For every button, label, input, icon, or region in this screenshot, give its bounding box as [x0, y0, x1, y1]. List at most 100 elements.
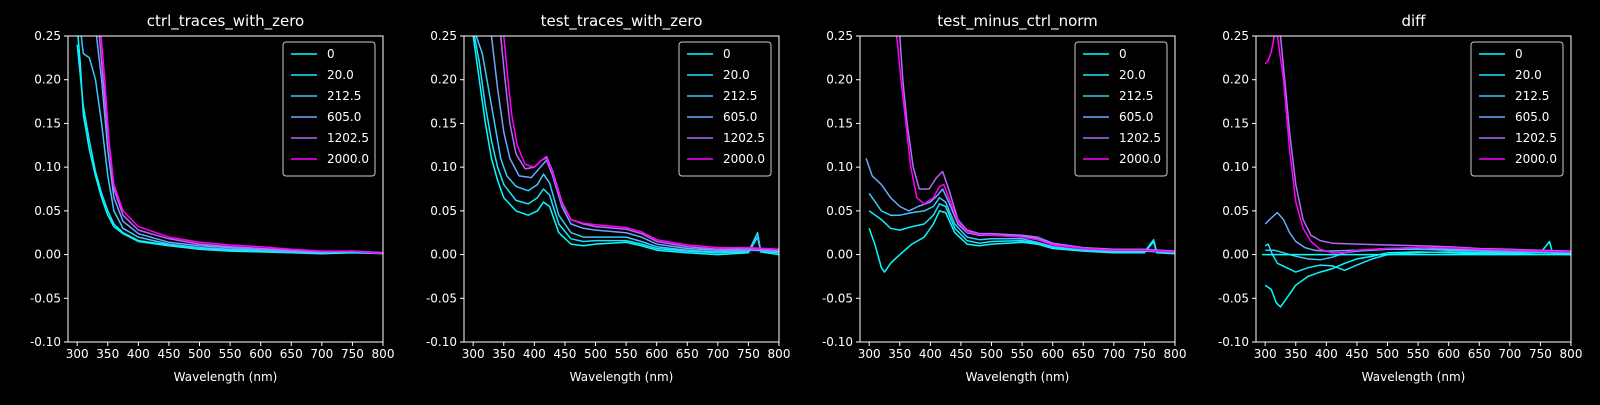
- chart-title: ctrl_traces_with_zero: [147, 12, 304, 31]
- legend-label: 2000.0: [1119, 152, 1161, 166]
- series-line-0: [868, 210, 1175, 273]
- legend: 0 20.0 212.5 605.0 1202.5 2000.0: [282, 41, 376, 177]
- x-tick-label: 650: [676, 347, 699, 361]
- plot-area: [1262, 36, 1571, 308]
- x-tick-label: 450: [1345, 347, 1368, 361]
- y-tick-label: 0.20: [34, 73, 61, 87]
- y-tick-label: -0.05: [822, 291, 853, 305]
- x-tick-label: 550: [219, 347, 242, 361]
- y-tick-label: 0.10: [826, 160, 853, 174]
- legend-label: 2000.0: [327, 152, 369, 166]
- legend-label: 0: [723, 47, 731, 61]
- y-tick-label: 0.25: [34, 29, 61, 43]
- x-tick-label: 400: [127, 347, 150, 361]
- chart-title: diff: [1401, 12, 1426, 30]
- legend-label: 212.5: [327, 89, 361, 103]
- x-tick-label: 450: [157, 347, 180, 361]
- y-tick-label: 0.15: [34, 116, 61, 130]
- series-line-2000.0: [895, 36, 1175, 253]
- x-tick-label: 600: [645, 347, 668, 361]
- y-tick-label: 0.05: [430, 204, 457, 218]
- x-tick-label: 750: [1529, 347, 1552, 361]
- x-tick-label: 350: [492, 347, 515, 361]
- x-tick-label: 400: [1315, 347, 1338, 361]
- x-tick-label: 650: [1468, 347, 1491, 361]
- y-tick-label: -0.10: [30, 335, 61, 349]
- y-tick-label: 0.15: [430, 116, 457, 130]
- x-axis-label: Wavelength (nm): [966, 370, 1070, 384]
- x-axis-label: Wavelength (nm): [1362, 370, 1466, 384]
- x-tick-label: 700: [310, 347, 333, 361]
- x-axis-label: Wavelength (nm): [174, 370, 278, 384]
- series-line-1202.5: [899, 36, 1175, 252]
- x-tick-label: 650: [280, 347, 303, 361]
- legend-label: 212.5: [1515, 89, 1549, 103]
- chart-title: test_traces_with_zero: [541, 12, 703, 31]
- x-tick-label: 550: [1011, 347, 1034, 361]
- y-tick-label: -0.10: [426, 335, 457, 349]
- series-line-0: [472, 36, 779, 256]
- series-line-2000.0: [100, 36, 383, 255]
- x-tick-label: 500: [188, 347, 211, 361]
- y-tick-label: 0.00: [1222, 248, 1249, 262]
- x-tick-label: 750: [737, 347, 760, 361]
- plot-area: [76, 36, 383, 255]
- axes-frame: [859, 35, 1176, 343]
- y-tick-label: 0.00: [34, 248, 61, 262]
- series-line-20.0: [473, 36, 779, 254]
- legend-label: 1202.5: [327, 131, 369, 145]
- axes-frame: [67, 35, 384, 343]
- x-tick-label: 800: [1560, 347, 1583, 361]
- y-tick-label: -0.05: [30, 291, 61, 305]
- y-tick-label: 0.15: [1222, 116, 1249, 130]
- series-line-20.0: [1264, 243, 1571, 273]
- x-tick-label: 350: [1284, 347, 1307, 361]
- x-tick-label: 400: [523, 347, 546, 361]
- series-line-2000.0: [1264, 36, 1571, 254]
- legend-label: 20.0: [327, 68, 354, 82]
- y-tick-label: 0.25: [1222, 29, 1249, 43]
- legend: 0 20.0 212.5 605.0 1202.5 2000.0: [1470, 41, 1564, 177]
- legend-label: 0: [327, 47, 335, 61]
- x-tick-label: 300: [462, 347, 485, 361]
- legend: 0 20.0 212.5 605.0 1202.5 2000.0: [1074, 41, 1168, 177]
- chart-panel-2: 300 350 400 450 500 550 600 650 700 750 800 -0.10 -0…: [426, 12, 791, 384]
- x-tick-label: 600: [1437, 347, 1460, 361]
- x-tick-label: 700: [1102, 347, 1125, 361]
- y-tick-label: 0.05: [1222, 204, 1249, 218]
- legend-label: 20.0: [1119, 68, 1146, 82]
- legend-label: 2000.0: [723, 152, 765, 166]
- y-tick-label: 0.10: [430, 160, 457, 174]
- y-tick-label: 0.05: [34, 204, 61, 218]
- x-tick-label: 450: [553, 347, 576, 361]
- plot-area: [472, 36, 779, 256]
- legend-label: 605.0: [723, 110, 757, 124]
- x-tick-label: 500: [584, 347, 607, 361]
- x-tick-label: 350: [888, 347, 911, 361]
- chart-panel-3: 300 350 400 450 500 550 600 650 700 750 800 -0.10 -0…: [822, 12, 1187, 384]
- x-tick-label: 300: [858, 347, 881, 361]
- plot-area: [865, 36, 1175, 273]
- legend-label: 20.0: [723, 68, 750, 82]
- series-line-2000.0: [503, 36, 779, 251]
- x-tick-label: 400: [919, 347, 942, 361]
- y-tick-label: 0.05: [826, 204, 853, 218]
- legend-label: 20.0: [1515, 68, 1542, 82]
- legend-label: 2000.0: [1515, 152, 1557, 166]
- legend-label: 605.0: [1119, 110, 1153, 124]
- x-tick-label: 500: [980, 347, 1003, 361]
- y-tick-label: 0.20: [1222, 73, 1249, 87]
- y-tick-label: -0.05: [426, 291, 457, 305]
- y-tick-label: 0.10: [1222, 160, 1249, 174]
- x-tick-label: 350: [96, 347, 119, 361]
- y-tick-label: 0.25: [826, 29, 853, 43]
- x-tick-label: 600: [249, 347, 272, 361]
- axes-frame: [1255, 35, 1572, 343]
- x-tick-label: 600: [1041, 347, 1064, 361]
- x-tick-label: 800: [768, 347, 791, 361]
- x-tick-label: 300: [1254, 347, 1277, 361]
- legend: 0 20.0 212.5 605.0 1202.5 2000.0: [678, 41, 772, 177]
- x-tick-label: 700: [706, 347, 729, 361]
- series-line-605.0: [490, 36, 779, 252]
- x-tick-label: 750: [1133, 347, 1156, 361]
